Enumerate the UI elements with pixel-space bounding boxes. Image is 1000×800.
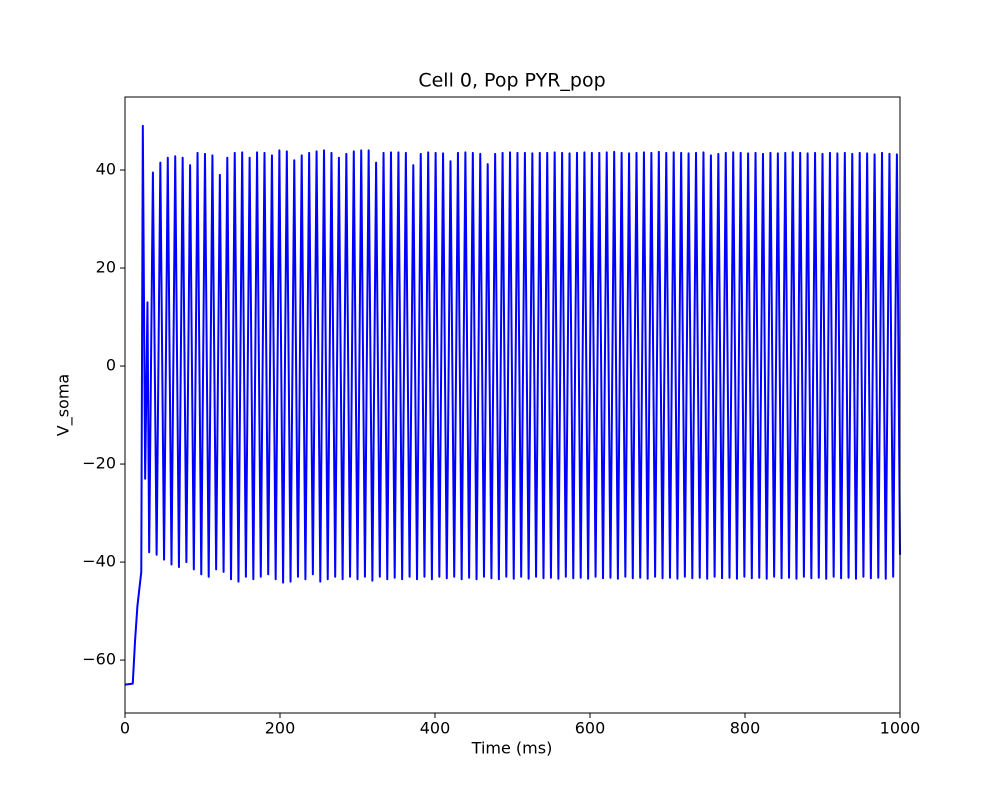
y-axis-label: V_soma: [54, 374, 74, 436]
x-tick-label: 600: [575, 719, 606, 738]
x-axis-label: Time (ms): [471, 739, 553, 758]
y-tick-label: −60: [82, 650, 116, 669]
x-tick-label: 1000: [880, 719, 921, 738]
y-tick-label: 20: [96, 258, 116, 277]
x-tick-label: 400: [420, 719, 451, 738]
voltage-line: [124, 124, 901, 686]
plot-frame: [124, 96, 901, 714]
y-tick-label: −20: [82, 454, 116, 473]
x-tick-label: 800: [730, 719, 761, 738]
x-tick-label: 0: [120, 719, 130, 738]
y-tick-label: 0: [106, 356, 116, 375]
y-tick-label: 40: [96, 160, 116, 179]
y-tick-label: −40: [82, 552, 116, 571]
x-tick-label: 200: [265, 719, 296, 738]
chart-title: Cell 0, Pop PYR_pop: [418, 70, 605, 92]
